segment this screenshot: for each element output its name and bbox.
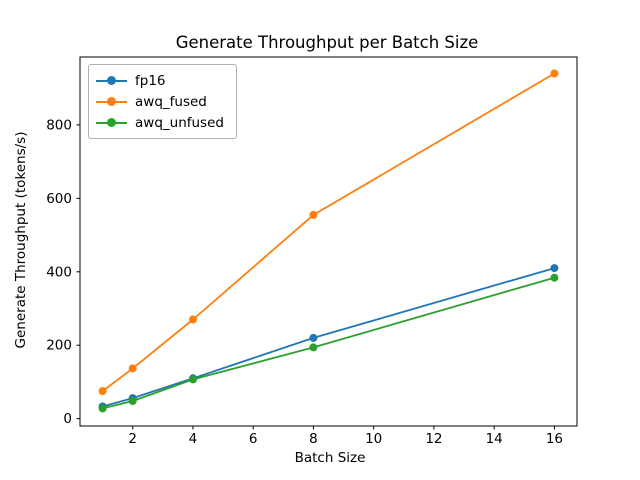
y-tick-label: 0 <box>63 411 72 427</box>
legend: fp16 awq_fused awq_unfused <box>88 64 237 139</box>
x-tick-label: 10 <box>365 431 382 447</box>
data-point-fp16 <box>550 264 559 273</box>
x-tick-label: 16 <box>546 431 563 447</box>
legend-line-marker-icon <box>96 91 127 112</box>
x-tick-label: 4 <box>189 431 198 447</box>
y-tick-label: 400 <box>46 264 72 280</box>
data-point-awq_fused <box>128 364 137 373</box>
legend-item-label: awq_unfused <box>135 114 224 131</box>
data-point-awq_unfused <box>128 397 137 405</box>
chart-title: Generate Throughput per Batch Size <box>175 33 479 52</box>
data-point-awq_fused <box>98 387 107 396</box>
x-tick-label: 2 <box>128 431 137 447</box>
legend-item-label: awq_fused <box>135 93 207 110</box>
x-axis-label: Batch Size <box>294 450 366 466</box>
data-point-awq_unfused <box>550 273 559 282</box>
y-tick-label: 200 <box>46 338 72 354</box>
data-point-awq_unfused <box>309 343 318 352</box>
legend-sample-dot <box>107 76 116 85</box>
legend-sample-dot <box>107 118 116 127</box>
plot-border <box>79 56 578 427</box>
data-point-fp16 <box>309 333 318 342</box>
data-point-awq_fused <box>550 69 559 78</box>
y-axis-label: Generate Throughput (tokens/s) <box>13 131 29 349</box>
legend-item-label: fp16 <box>135 72 166 89</box>
legend-item: awq_fused <box>96 91 224 112</box>
y-tick-label: 800 <box>46 117 72 133</box>
legend-item: awq_unfused <box>96 112 224 133</box>
legend-item: fp16 <box>96 70 224 91</box>
data-point-awq_fused <box>309 210 318 219</box>
legend-line-marker-icon <box>96 70 127 91</box>
x-tick-label: 8 <box>309 431 318 447</box>
x-tick-label: 14 <box>486 431 503 447</box>
x-tick-label: 12 <box>425 431 442 447</box>
legend-sample-dot <box>107 97 116 106</box>
x-tick-label: 6 <box>249 431 258 447</box>
series-line-awq_unfused <box>101 276 556 410</box>
data-point-awq_unfused <box>98 404 107 413</box>
y-tick-label: 600 <box>46 191 72 207</box>
data-point-awq_unfused <box>189 375 197 384</box>
legend-line-marker-icon <box>96 112 127 133</box>
data-point-awq_fused <box>189 315 197 324</box>
